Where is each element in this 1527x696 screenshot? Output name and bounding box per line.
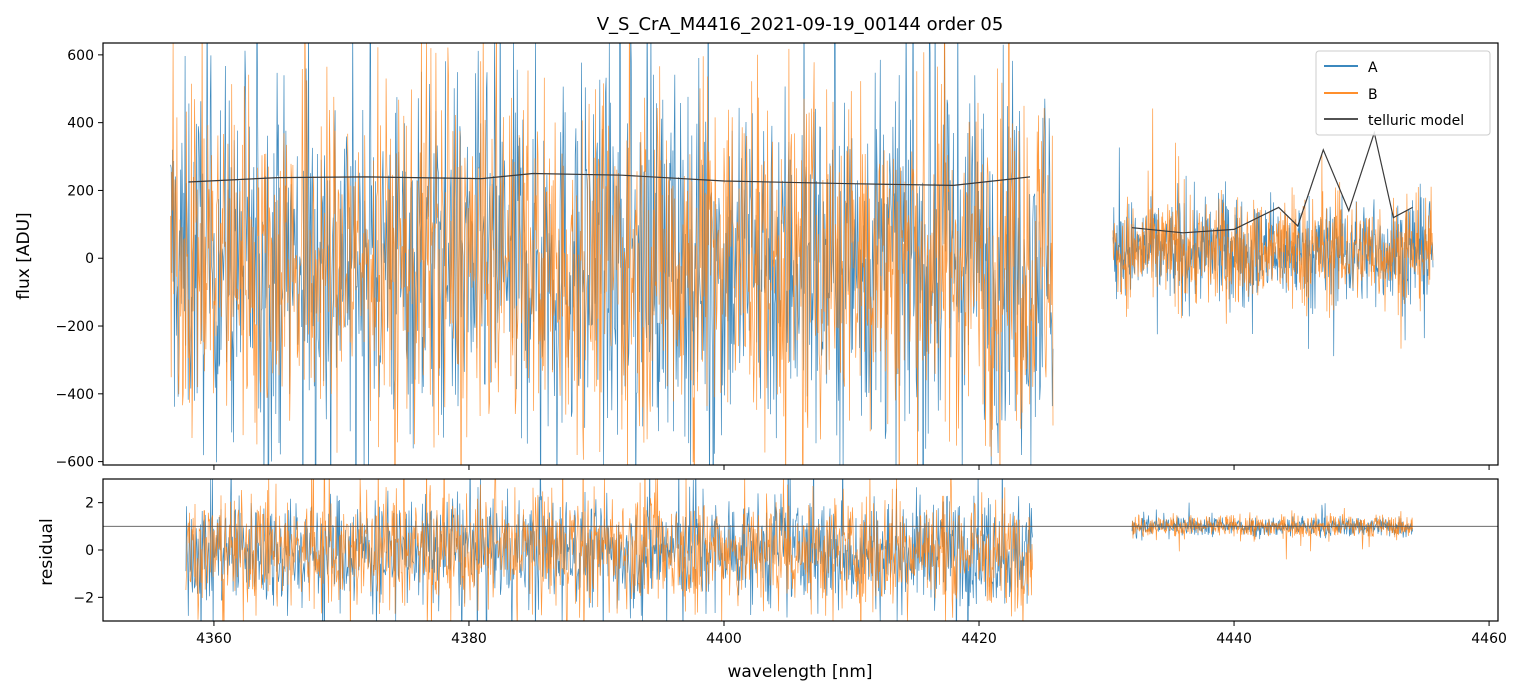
top-series-a-segment-1: [170, 43, 1054, 465]
bottom-x-tick-label: 4440: [1216, 631, 1252, 647]
bottom-y-tick-label: 2: [85, 496, 94, 512]
x-axis-label: wavelength [nm]: [727, 662, 872, 682]
bottom-x-tick-label: 4380: [451, 631, 487, 647]
legend-box: [1315, 50, 1491, 136]
top-axes-frame: [102, 42, 1499, 466]
bottom-panel: −2 0 2 4360 4380 4400 4420 4440 4460 residual w…: [37, 478, 1507, 682]
bottom-y-tick-label: 0: [85, 543, 94, 559]
top-plot-area: [170, 43, 1434, 465]
bottom-series-b-segment-2: [1131, 507, 1413, 560]
bottom-series-a-segment-1: [185, 479, 1033, 621]
bottom-x-tick-label: 4360: [196, 631, 232, 647]
legend-label-telluric: telluric model: [1368, 113, 1464, 129]
telluric-model-line-2: [1131, 130, 1413, 234]
bottom-y-tick-label: −2: [73, 590, 94, 606]
bottom-x-tick-label: 4460: [1471, 631, 1507, 647]
bottom-x-axis: 4360 4380 4400 4420 4440 4460: [196, 621, 1507, 647]
telluric-model-line-1: [188, 172, 1031, 187]
top-y-tick-label: 0: [85, 251, 94, 267]
top-y-label: flux [ADU]: [14, 212, 34, 299]
bottom-x-tick-label: 4400: [706, 631, 742, 647]
top-y-tick-label: 400: [67, 116, 94, 132]
top-y-tick-label: −200: [56, 319, 94, 335]
top-y-tick-label: −400: [56, 387, 94, 403]
top-y-axis: −600 −400 −200 0 200 400 600: [56, 48, 103, 471]
top-series-b-segment-1: [170, 43, 1054, 465]
bottom-x-tick-label: 4420: [961, 631, 997, 647]
top-panel: −600 −400 −200 0 200 400 600 flux [ADU]: [14, 42, 1499, 471]
top-y-tick-label: 600: [67, 48, 94, 64]
top-y-tick-label: 200: [67, 183, 94, 199]
top-y-tick-label: −600: [56, 455, 94, 471]
chart-title: V_S_CrA_M4416_2021-09-19_00144 order 05: [597, 14, 1004, 35]
legend: A B telluric model: [1315, 50, 1491, 136]
top-x-axis: [213, 465, 1490, 470]
top-series-b-segment-2: [1112, 108, 1434, 349]
bottom-y-label: residual: [37, 518, 57, 585]
legend-label-b: B: [1368, 87, 1378, 103]
bottom-y-axis: −2 0 2: [73, 496, 103, 606]
legend-label-a: A: [1368, 60, 1378, 76]
bottom-series-b-segment-1: [185, 479, 1033, 621]
bottom-plot-area: [103, 479, 1498, 621]
